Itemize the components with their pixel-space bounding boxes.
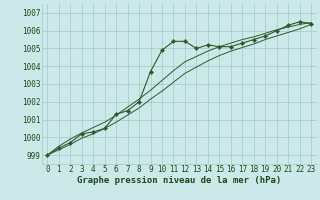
X-axis label: Graphe pression niveau de la mer (hPa): Graphe pression niveau de la mer (hPa) — [77, 176, 281, 185]
